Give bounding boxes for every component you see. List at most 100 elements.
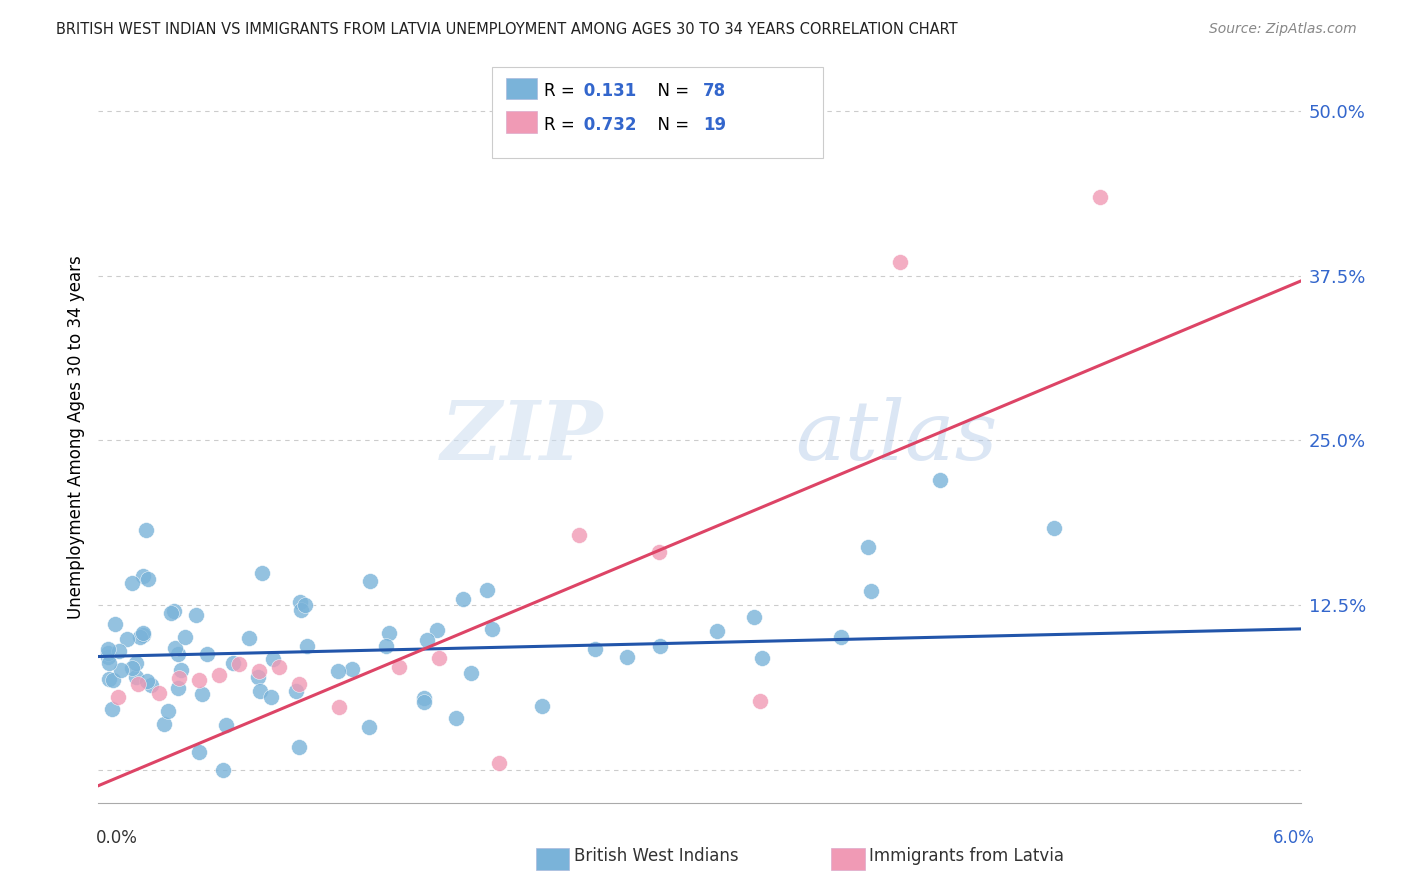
Point — [359, 574, 381, 589]
Point — [751, 651, 773, 665]
Point — [377, 625, 399, 640]
Point — [221, 656, 243, 670]
Point — [326, 664, 349, 678]
Point — [97, 672, 120, 686]
Point — [859, 583, 882, 598]
Point — [288, 677, 311, 691]
Text: British West Indians: British West Indians — [574, 847, 738, 865]
Point — [163, 640, 186, 655]
Point — [97, 650, 120, 665]
Point — [295, 639, 318, 653]
Point — [208, 668, 231, 682]
Point — [163, 605, 186, 619]
Point — [160, 606, 183, 620]
Text: 0.0%: 0.0% — [96, 830, 138, 847]
Text: 19: 19 — [703, 116, 725, 134]
Point — [228, 657, 250, 672]
Text: atlas: atlas — [796, 397, 998, 477]
Point — [288, 595, 311, 609]
Point — [174, 631, 197, 645]
Point — [103, 673, 125, 688]
Text: R =: R = — [544, 82, 581, 100]
Text: Immigrants from Latvia: Immigrants from Latvia — [869, 847, 1064, 865]
Point — [107, 690, 129, 705]
Point — [212, 763, 235, 777]
Point — [115, 632, 138, 646]
Point — [451, 592, 474, 607]
Point — [1090, 189, 1112, 203]
Point — [167, 648, 190, 662]
Point — [136, 674, 159, 689]
Point — [125, 670, 148, 684]
Point — [706, 624, 728, 638]
Point — [191, 687, 214, 701]
Point — [477, 583, 499, 598]
Point — [187, 673, 209, 688]
Text: BRITISH WEST INDIAN VS IMMIGRANTS FROM LATVIA UNEMPLOYMENT AMONG AGES 30 TO 34 Y: BRITISH WEST INDIAN VS IMMIGRANTS FROM L… — [56, 22, 957, 37]
Point — [167, 681, 190, 695]
Point — [148, 686, 170, 700]
Point — [97, 641, 120, 656]
Point — [121, 661, 143, 675]
Text: 0.732: 0.732 — [578, 116, 637, 134]
Point — [108, 643, 131, 657]
Point — [413, 691, 436, 706]
Point — [583, 642, 606, 657]
Y-axis label: Unemployment Among Ages 30 to 34 years: Unemployment Among Ages 30 to 34 years — [66, 255, 84, 619]
Point — [388, 660, 411, 674]
Point — [648, 545, 671, 559]
Point — [104, 617, 127, 632]
Point — [128, 677, 150, 691]
Point — [215, 718, 238, 732]
Point — [294, 598, 316, 612]
Point — [427, 650, 450, 665]
Point — [342, 662, 364, 676]
Point — [247, 664, 270, 678]
Point — [100, 702, 122, 716]
Point — [530, 699, 553, 714]
Text: 6.0%: 6.0% — [1272, 830, 1315, 847]
Point — [132, 626, 155, 640]
Point — [288, 739, 311, 754]
Point — [188, 745, 211, 759]
Point — [131, 628, 153, 642]
Text: ZIP: ZIP — [440, 397, 603, 477]
Point — [260, 690, 283, 704]
Point — [357, 720, 380, 734]
Point — [249, 684, 271, 698]
Point — [262, 652, 284, 666]
Point — [929, 473, 952, 487]
Point — [290, 603, 312, 617]
Point — [132, 569, 155, 583]
Point — [170, 663, 193, 677]
Point — [136, 572, 159, 586]
Point — [125, 656, 148, 670]
Point — [416, 632, 439, 647]
Point — [267, 660, 290, 674]
Point — [650, 639, 672, 653]
Point — [238, 632, 260, 646]
Point — [460, 665, 482, 680]
Text: N =: N = — [647, 116, 695, 134]
Point — [568, 528, 591, 542]
Point — [444, 711, 467, 725]
Point — [889, 255, 911, 269]
Point — [481, 622, 503, 636]
Point — [328, 699, 350, 714]
Point — [1042, 521, 1064, 535]
Point — [616, 649, 638, 664]
Point — [375, 639, 398, 653]
Point — [426, 624, 449, 638]
Point — [830, 630, 852, 644]
Point — [110, 663, 132, 677]
Point — [153, 716, 176, 731]
Text: Source: ZipAtlas.com: Source: ZipAtlas.com — [1209, 22, 1357, 37]
Point — [167, 671, 190, 685]
Point — [97, 657, 120, 671]
Point — [742, 610, 765, 624]
Point — [856, 540, 879, 554]
Point — [252, 566, 274, 580]
Point — [195, 647, 218, 661]
Point — [157, 704, 180, 718]
Point — [748, 694, 770, 708]
